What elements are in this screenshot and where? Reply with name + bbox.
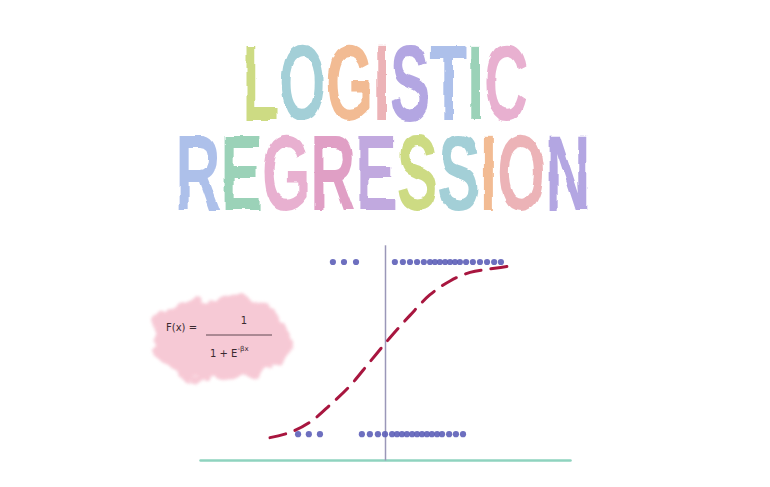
point xyxy=(484,259,490,265)
point xyxy=(421,259,427,265)
chart: LOGISTICREGRESSIONF(x) =11 + E-βx xyxy=(0,0,770,487)
point xyxy=(400,259,406,265)
point xyxy=(414,259,420,265)
title-group: LOGISTICREGRESSION xyxy=(176,22,591,233)
point xyxy=(457,259,463,265)
annotation-denominator-text: 1 + E xyxy=(210,348,237,359)
annotation-label: F(x) = xyxy=(166,322,197,333)
point xyxy=(359,431,365,437)
point xyxy=(470,259,476,265)
title-letter: S xyxy=(397,112,439,233)
annotation-exponent: -βx xyxy=(237,345,248,353)
title-letter: R xyxy=(310,112,355,233)
fraction-bar xyxy=(206,335,272,336)
y-axis-line xyxy=(385,245,387,460)
point xyxy=(295,431,301,437)
point xyxy=(330,259,336,265)
plot-area xyxy=(270,259,515,438)
point xyxy=(353,259,359,265)
title-letter: E xyxy=(220,112,262,233)
point xyxy=(463,259,469,265)
title-letter: G xyxy=(262,112,310,233)
title-letter: R xyxy=(176,112,221,233)
point xyxy=(453,431,459,437)
point xyxy=(460,431,466,437)
scatter-series xyxy=(295,431,466,437)
point xyxy=(367,431,373,437)
title-letter: N xyxy=(546,112,591,233)
point xyxy=(477,259,483,265)
point xyxy=(407,259,413,265)
title-letter: S xyxy=(438,112,480,233)
point xyxy=(439,431,445,437)
curve xyxy=(270,265,515,437)
point xyxy=(491,259,497,265)
annotation-denominator: 1 + E-βx xyxy=(210,345,249,359)
title-letter: O xyxy=(497,112,545,233)
annotation-patch xyxy=(150,296,294,380)
point xyxy=(375,431,381,437)
title: REGRESSION xyxy=(176,112,591,233)
point xyxy=(498,259,504,265)
point xyxy=(306,431,312,437)
point xyxy=(341,259,347,265)
scatter-series xyxy=(330,259,504,265)
point xyxy=(392,259,398,265)
point xyxy=(317,431,323,437)
annotation-numerator: 1 xyxy=(241,315,247,326)
point xyxy=(382,431,388,437)
point xyxy=(446,431,452,437)
y-axis xyxy=(385,245,386,460)
title-letter: E xyxy=(355,112,397,233)
title-letter: I xyxy=(480,112,497,233)
